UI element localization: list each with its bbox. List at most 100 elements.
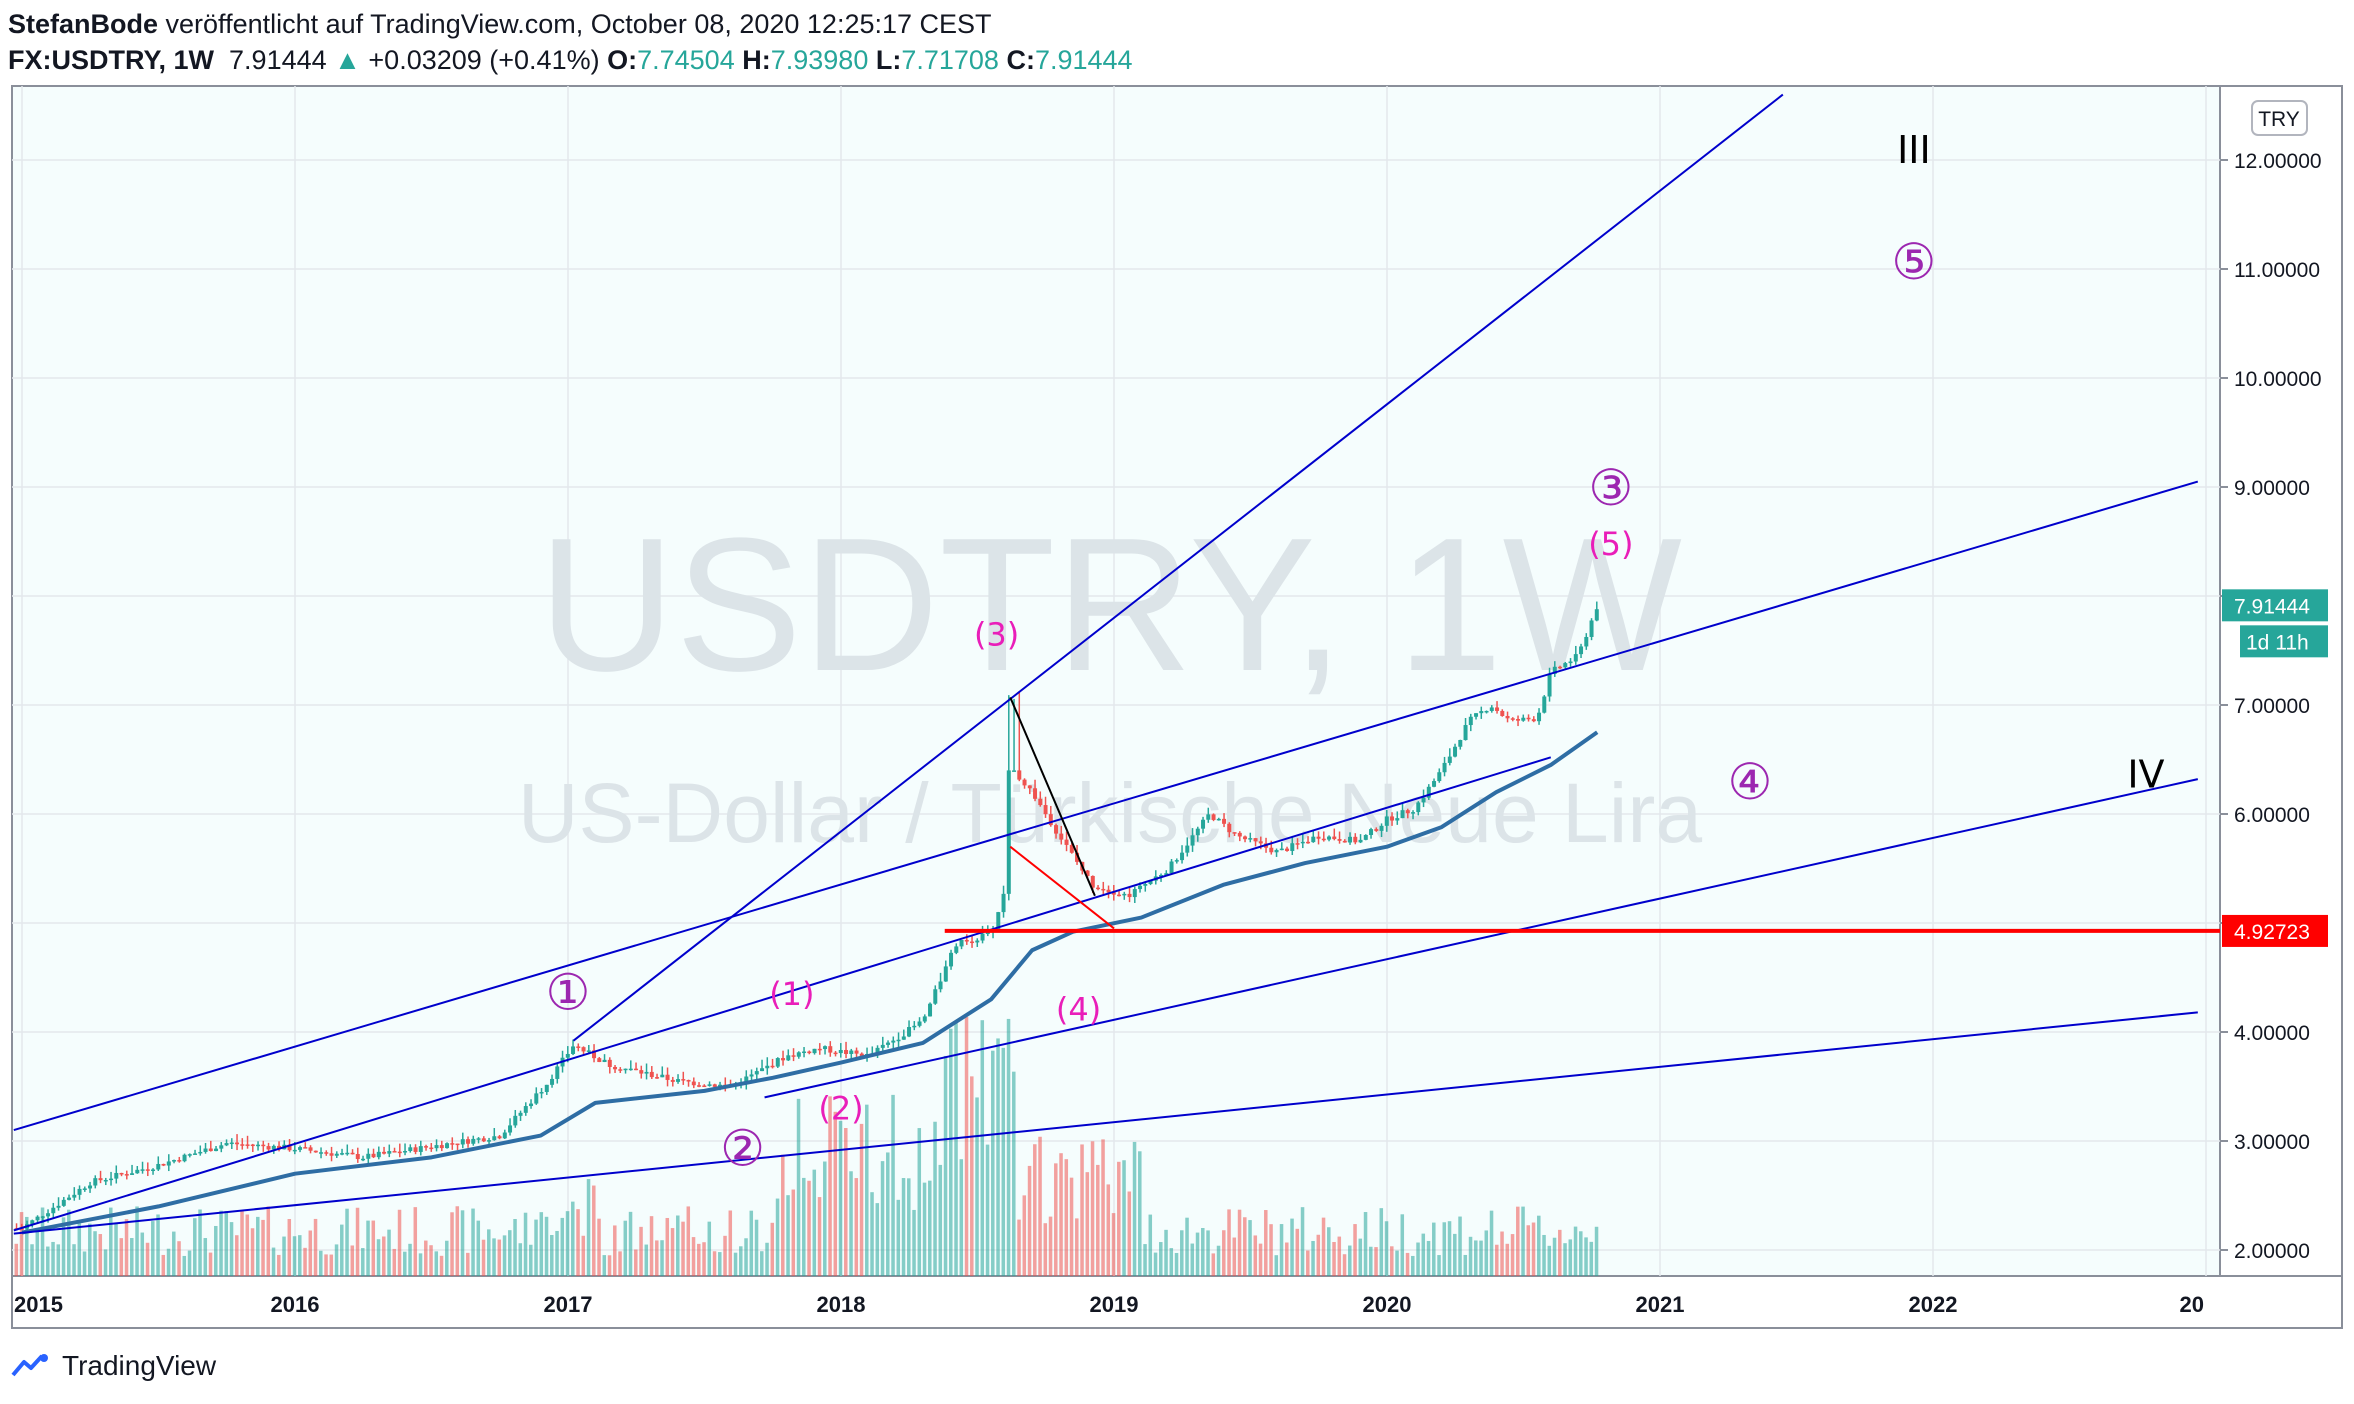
volume-bar	[628, 1211, 633, 1276]
candle-body	[938, 981, 943, 990]
volume-bar	[1437, 1255, 1441, 1276]
wave-label: ③	[1588, 459, 1633, 517]
candle-body	[660, 1074, 665, 1078]
plot-area[interactable]	[11, 85, 2221, 1277]
candle-body	[1012, 770, 1017, 772]
candle-body	[1363, 834, 1368, 840]
candle-body	[550, 1078, 555, 1085]
candle-body	[1348, 836, 1353, 843]
candle-body	[639, 1070, 644, 1074]
volume-bar	[466, 1252, 470, 1276]
volume-bar	[770, 1222, 775, 1276]
candle-body	[67, 1197, 72, 1200]
volume-bar	[130, 1238, 134, 1276]
candle-body	[781, 1058, 786, 1061]
candle-body	[833, 1052, 838, 1055]
candle-body	[602, 1059, 607, 1063]
trend-line	[13, 1011, 2198, 1235]
price-tick-label: 11.00000	[2234, 259, 2320, 282]
volume-bar	[991, 1050, 995, 1276]
volume-bar	[298, 1235, 302, 1276]
candle-body	[145, 1169, 150, 1171]
last-price: 7.91444	[229, 45, 327, 75]
candle-body	[702, 1085, 707, 1088]
candle-body	[298, 1147, 303, 1150]
candle-body	[124, 1174, 129, 1176]
volume-bar	[1090, 1141, 1095, 1276]
volume-bar	[1069, 1177, 1074, 1276]
candle-body	[1085, 870, 1090, 876]
tradingview-logo-icon[interactable]	[10, 1353, 52, 1379]
volume-bar	[1148, 1214, 1153, 1276]
candle-body	[1432, 781, 1437, 787]
trend-lines[interactable]	[13, 93, 2199, 1235]
candle-body	[1395, 818, 1400, 821]
volume-bar	[712, 1251, 717, 1276]
volume-bar	[576, 1209, 580, 1276]
volume-bar	[1153, 1252, 1158, 1276]
footer-brand[interactable]: TradingView	[62, 1350, 217, 1381]
volume-bar	[896, 1199, 901, 1276]
currency-label: TRY	[2258, 108, 2300, 131]
volume-bar	[376, 1239, 381, 1276]
volume-bar	[1138, 1151, 1142, 1276]
candle-body	[161, 1163, 166, 1166]
volume-bar	[1542, 1234, 1546, 1276]
price-change: +0.03209 (+0.41%)	[368, 45, 600, 75]
volume-bar	[691, 1237, 696, 1276]
volume-bar	[544, 1216, 549, 1276]
candle-body	[413, 1147, 418, 1152]
volume-bar	[623, 1220, 628, 1276]
moving-average	[21, 730, 1599, 1235]
volume-bar	[1206, 1230, 1210, 1276]
candle-body	[130, 1173, 135, 1175]
candle-body	[156, 1163, 161, 1170]
candle-body	[1453, 746, 1458, 757]
volume-bar	[340, 1224, 344, 1276]
volume-bar	[1080, 1144, 1084, 1276]
volume-bar	[334, 1244, 339, 1276]
volume-bar	[361, 1248, 365, 1276]
candle-body	[649, 1071, 654, 1078]
volume-bar	[1584, 1237, 1588, 1276]
symbol-label[interactable]: FX:USDTRY, 1W	[8, 45, 215, 75]
candle-body	[1411, 812, 1416, 814]
candle-body	[1584, 636, 1589, 647]
candle-body	[618, 1069, 623, 1071]
volume-bar	[1426, 1240, 1431, 1276]
volume-bar	[1211, 1253, 1216, 1276]
volume-bar	[1017, 1219, 1021, 1276]
candle-body	[1474, 713, 1479, 717]
time-axis[interactable]	[11, 1275, 2343, 1329]
volume-bar	[938, 1164, 943, 1276]
candle-body	[691, 1081, 696, 1086]
volume-bar	[660, 1240, 664, 1276]
author-name[interactable]: StefanBode	[8, 9, 159, 39]
volume-bar	[1054, 1163, 1058, 1276]
candle-body	[1332, 836, 1337, 840]
time-tick-label: 2022	[1909, 1292, 1958, 1317]
high-label: H:	[742, 45, 771, 75]
low-value: 7.71708	[901, 45, 999, 75]
candle-body	[182, 1154, 187, 1162]
volume-bar	[1264, 1210, 1268, 1276]
up-arrow-icon: ▲	[334, 45, 361, 75]
open-value: 7.74504	[637, 45, 735, 75]
candle-body	[361, 1158, 366, 1161]
candle-body	[1579, 646, 1584, 655]
candle-body	[817, 1048, 822, 1051]
currency-badge[interactable]: TRY	[2251, 100, 2308, 136]
volume-bar	[1479, 1240, 1483, 1276]
candle-body	[424, 1146, 429, 1148]
volume-bar	[529, 1244, 533, 1276]
candle-body	[1516, 719, 1521, 721]
volume-bar	[597, 1218, 601, 1276]
candle-body	[1327, 836, 1332, 840]
candle-body	[1526, 717, 1531, 720]
candle-body	[859, 1053, 864, 1058]
candle-body	[445, 1143, 450, 1149]
candle-body	[1206, 814, 1211, 820]
candle-body	[644, 1071, 649, 1074]
volume-bar	[140, 1232, 145, 1276]
